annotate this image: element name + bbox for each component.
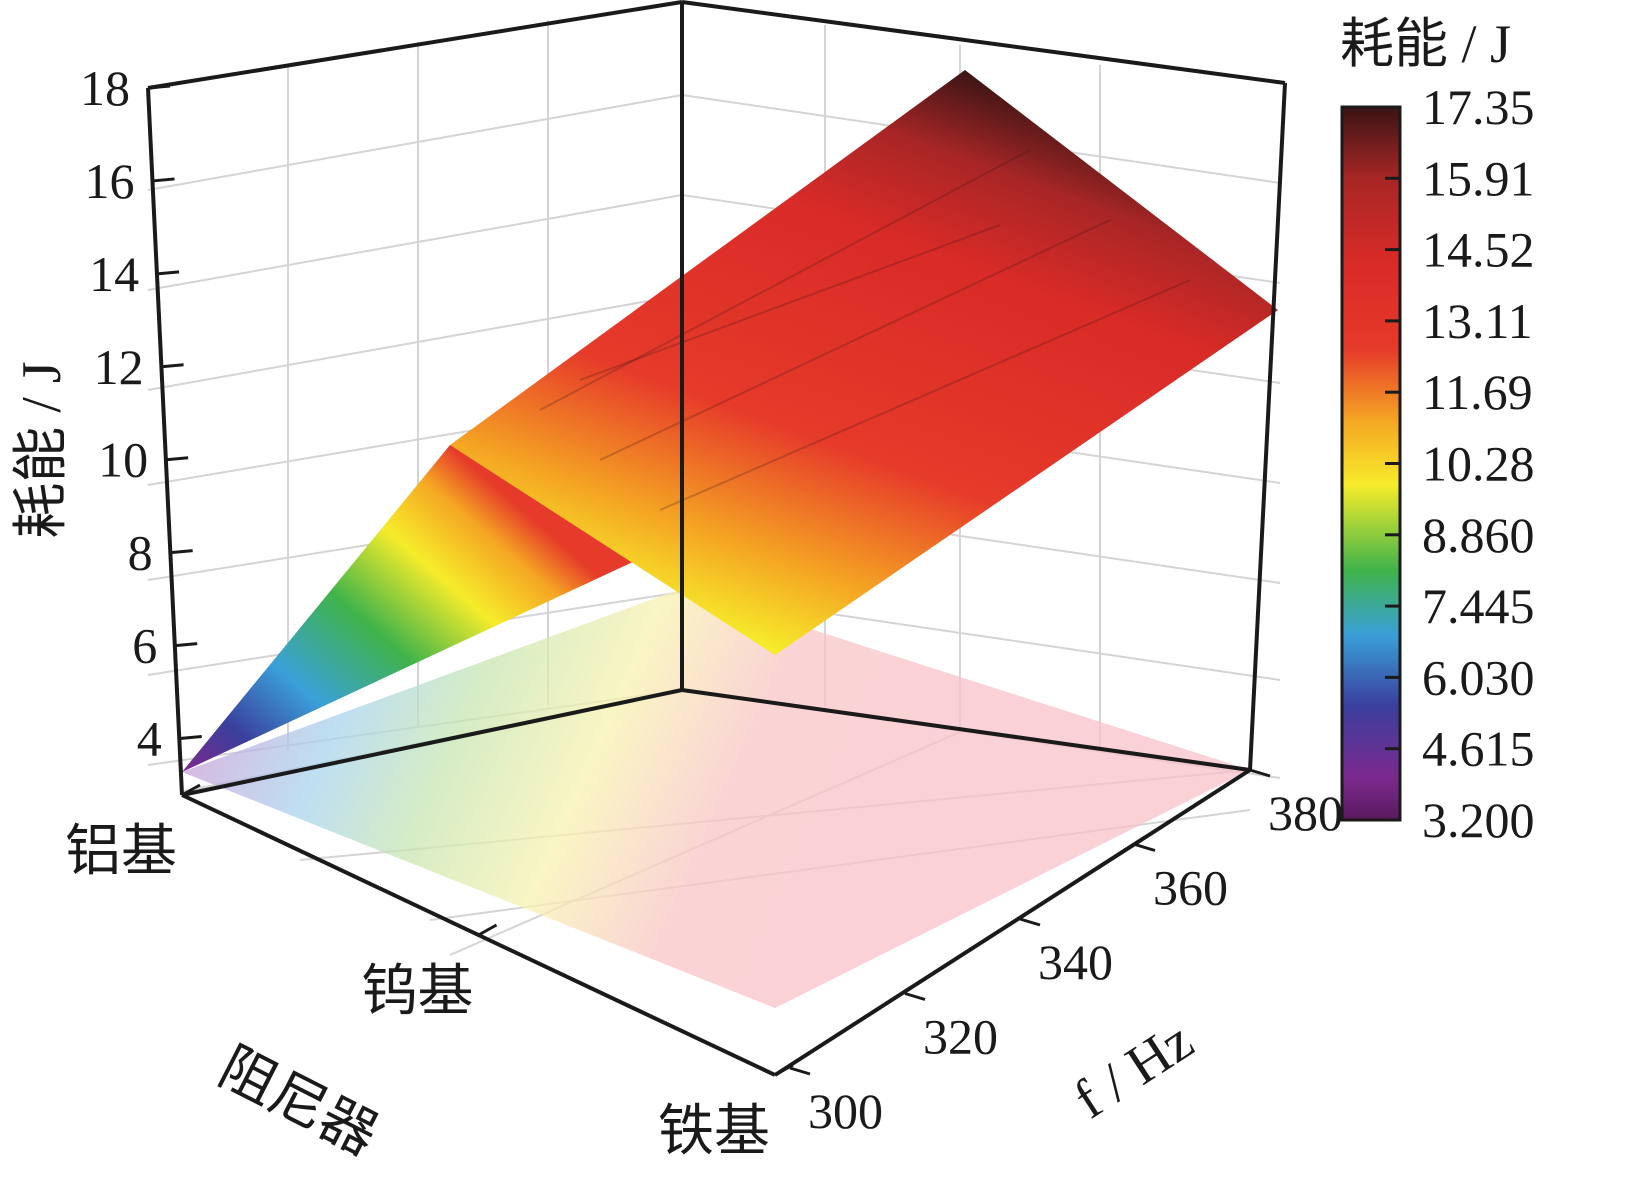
colorbar-tick-label: 10.28	[1422, 436, 1535, 492]
z-tick-mark	[175, 642, 198, 648]
f-tick-mark	[1249, 768, 1271, 778]
f-tick-mark	[789, 1066, 811, 1076]
f-tick-mark	[1019, 917, 1041, 927]
z-tick-mark	[147, 84, 171, 90]
x-tick-mark	[774, 1063, 794, 1077]
surface-contours	[539, 149, 1191, 511]
surface-right-panel	[450, 70, 1278, 655]
z-tick-label: 8	[128, 525, 153, 581]
f-axis: 300 320 340 360 380	[789, 768, 1343, 1139]
z-tick-label: 18	[80, 60, 130, 116]
f-tick-mark	[1134, 843, 1156, 852]
z-tick-label: 6	[132, 618, 157, 674]
z-tick-mark	[165, 456, 189, 462]
z-tick-label: 4	[137, 711, 162, 767]
colorbar-tick-label: 13.11	[1422, 293, 1533, 349]
z-axis-title: 耗能 / J	[11, 361, 73, 538]
f-tick-mark	[904, 992, 926, 1001]
colorbar-tick-label: 8.860	[1422, 507, 1535, 563]
z-axis: 4 6 8 10 12 14 16 18	[80, 60, 202, 767]
f-axis-title: f / Hz	[1063, 1009, 1204, 1130]
f-tick-label: 360	[1153, 860, 1228, 916]
z-tick-label: 16	[85, 153, 135, 209]
z-tick-label: 10	[98, 432, 148, 488]
f-tick-label: 300	[808, 1083, 883, 1139]
z-tick-mark	[161, 363, 184, 369]
floor-projection	[182, 588, 1250, 1008]
colorbar-tick-label: 15.91	[1422, 150, 1535, 206]
x-tick-mark	[477, 923, 498, 937]
x-tick-mark	[181, 783, 201, 797]
colorbar-title: 耗能 / J	[1340, 14, 1511, 74]
z-tick-mark	[170, 549, 193, 555]
z-tick-mark	[152, 177, 175, 183]
z-tick-label: 12	[94, 339, 144, 395]
colorbar-tick-label: 14.52	[1422, 222, 1535, 278]
x-category-label: 铁基	[658, 1101, 770, 1163]
colorbar-tick-label: 6.030	[1422, 649, 1535, 705]
z-tick-mark	[156, 270, 180, 276]
surface-left-panel	[182, 445, 680, 772]
colorbar-tick-label: 17.35	[1422, 79, 1535, 135]
colorbar-tick-label: 11.69	[1422, 364, 1533, 420]
x-category-label: 铝基	[65, 821, 177, 883]
x-axis-title: 阻尼器	[209, 1036, 387, 1168]
colorbar-tick-label: 3.200	[1422, 792, 1535, 848]
colorbar-tick-label: 7.445	[1422, 578, 1535, 634]
colorbar: 耗能 / J 3.200 4.615 6.030 7.445 8.860 10.28 11.…	[1340, 14, 1535, 848]
f-tick-label: 380	[1268, 785, 1343, 841]
f-tick-label: 320	[923, 1009, 998, 1065]
colorbar-tick-label: 4.615	[1422, 721, 1535, 777]
z-tick-label: 14	[89, 246, 139, 302]
f-tick-label: 340	[1038, 934, 1113, 990]
x-category-label: 钨基	[362, 961, 474, 1023]
axes-box	[146, 0, 1287, 1077]
colorbar-ticks: 3.200 4.615 6.030 7.445 8.860 10.28 11.69 13.11…	[1385, 79, 1535, 848]
z-tick-mark	[179, 735, 202, 741]
